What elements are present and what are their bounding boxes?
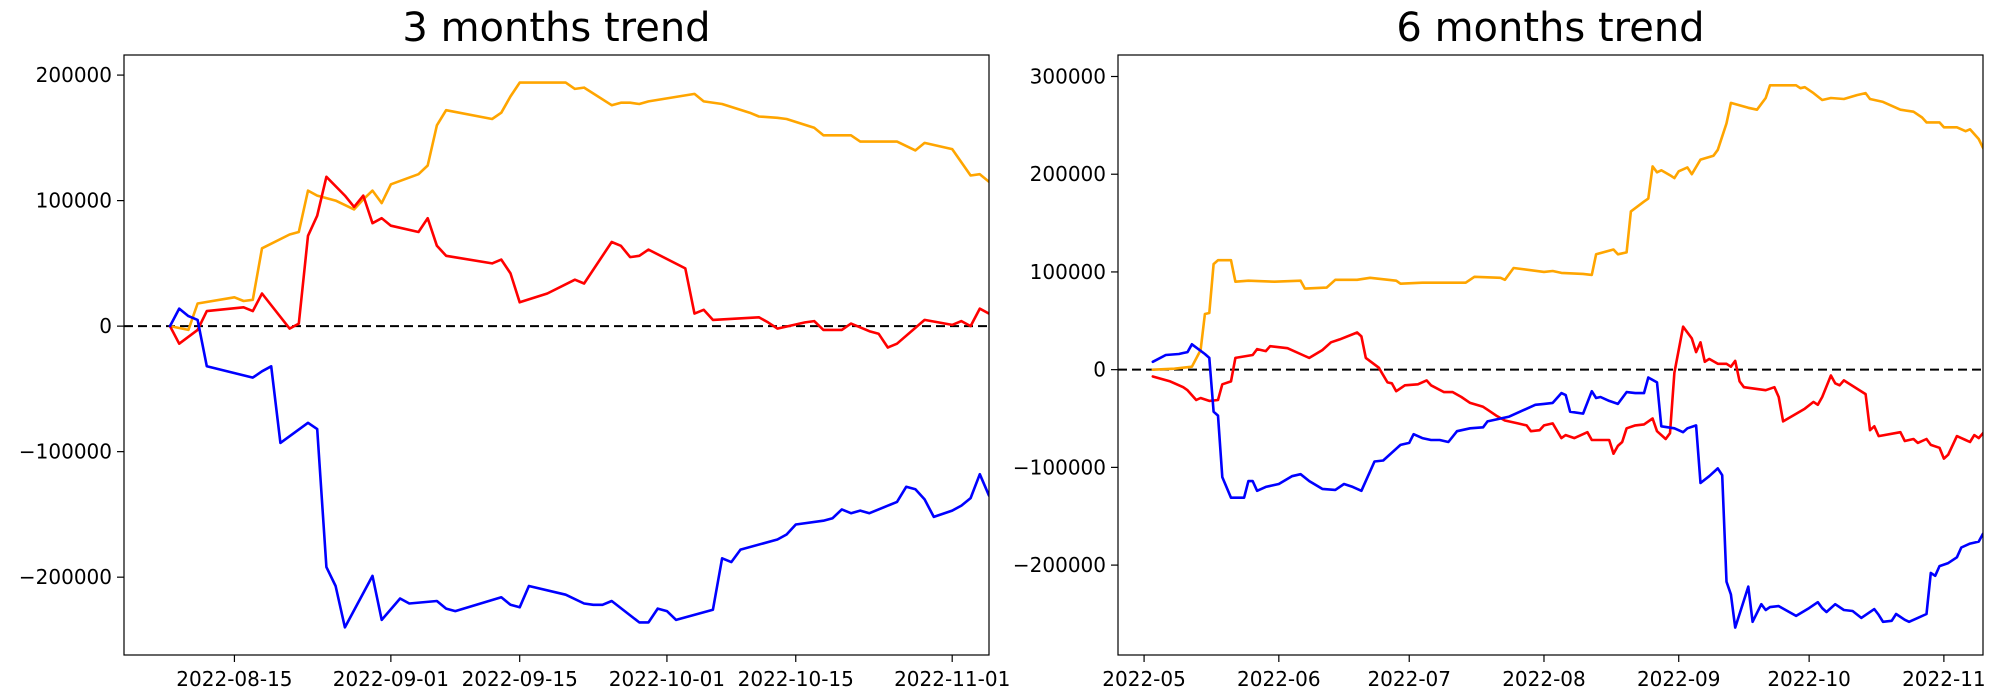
series-line-1 bbox=[1151, 84, 1983, 372]
series-line-2 bbox=[168, 175, 989, 349]
plot-area bbox=[124, 81, 989, 629]
y-tick-label: 0 bbox=[99, 314, 112, 338]
y-tick-label: −200000 bbox=[1013, 553, 1106, 577]
y-tick-label: 100000 bbox=[1030, 260, 1106, 284]
chart-panel-1: 3 months trend 2022-08-15 2022-09-01 2022-0… bbox=[19, 5, 1010, 691]
y-tick-label: −100000 bbox=[1013, 455, 1106, 479]
x-tick-label: 2022-08-15 bbox=[176, 667, 292, 691]
series-line-3 bbox=[168, 307, 989, 629]
x-tick-label: 2022-10-15 bbox=[738, 667, 854, 691]
x-tick-label: 2022-08 bbox=[1502, 667, 1586, 691]
x-tick-label: 2022-09-01 bbox=[333, 667, 449, 691]
y-tick-label: 300000 bbox=[1030, 64, 1106, 88]
x-tick-label: 2022-07 bbox=[1367, 667, 1451, 691]
x-tick-label: 2022-05 bbox=[1102, 667, 1186, 691]
y-tick-label: −200000 bbox=[19, 565, 112, 589]
series-line-2 bbox=[1151, 325, 1983, 460]
chart-panel-2: 6 months trend 2022-05 2022-06 2022-07 2022-… bbox=[1013, 5, 1986, 691]
axes-frame bbox=[1117, 54, 1984, 656]
x-tick-label: 2022-10 bbox=[1767, 667, 1851, 691]
series-line-3 bbox=[1151, 342, 1983, 629]
chart-title: 3 months trend bbox=[402, 5, 710, 51]
x-tick-label: 2022-10-01 bbox=[609, 667, 725, 691]
x-tick-label: 2022-11 bbox=[1902, 667, 1986, 691]
chart-title: 6 months trend bbox=[1396, 5, 1704, 51]
x-tick-label: 2022-09-15 bbox=[462, 667, 578, 691]
y-tick-label: 200000 bbox=[36, 63, 112, 87]
x-tick-label: 2022-11-01 bbox=[894, 667, 1010, 691]
y-tick-label: −100000 bbox=[19, 440, 112, 464]
x-tick-label: 2022-06 bbox=[1237, 667, 1321, 691]
axes-frame bbox=[123, 54, 990, 656]
plot-area bbox=[1118, 84, 1983, 629]
y-tick-label: 0 bbox=[1093, 358, 1106, 382]
y-tick-label: 200000 bbox=[1030, 162, 1106, 186]
series-line-1 bbox=[168, 81, 989, 332]
x-tick-label: 2022-09 bbox=[1637, 667, 1721, 691]
y-tick-label: 100000 bbox=[36, 189, 112, 213]
